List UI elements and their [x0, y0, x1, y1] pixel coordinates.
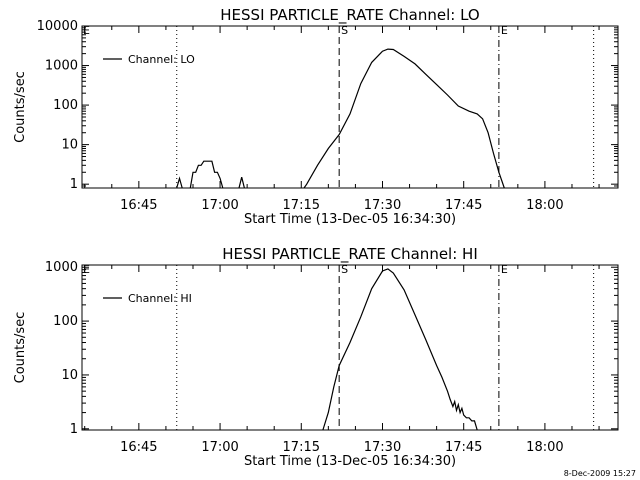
y-tick-label: 1 — [70, 422, 78, 437]
plot-frame — [81, 264, 619, 431]
series-line — [176, 176, 183, 189]
x-tick-label: 18:00 — [526, 198, 563, 213]
series-line — [238, 177, 245, 189]
y-axis-label: Counts/sec — [13, 312, 28, 384]
x-axis-label: Start Time (13-Dec-05 16:34:30) — [244, 212, 456, 227]
x-tick-label: 18:00 — [526, 440, 563, 455]
chart-panel-lo: HESSI PARTICLE_RATE Channel: LO 16:45 17:0… — [13, 6, 619, 227]
chart-title: HESSI PARTICLE_RATE Channel: HI — [222, 245, 478, 264]
x-axis-label: Start Time (13-Dec-05 16:34:30) — [244, 454, 456, 469]
y-tick-label: 10 — [61, 368, 78, 383]
x-tick-label: 17:15 — [283, 198, 320, 213]
y-tick-label: 10 — [61, 138, 78, 153]
plot-frame — [81, 25, 619, 189]
x-tick-label: 16:45 — [120, 440, 157, 455]
x-tick-label: 17:45 — [445, 198, 482, 213]
legend-label: Channel: HI — [128, 292, 192, 305]
y-tick-label: 1 — [70, 177, 78, 192]
event-marker-label: S — [341, 24, 348, 37]
legend-label: Channel: LO — [128, 53, 195, 66]
series-line — [189, 160, 224, 189]
y-axis-label: Counts/sec — [13, 71, 28, 143]
x-tick-label: 17:15 — [283, 440, 320, 455]
x-tick-label: 17:30 — [364, 440, 401, 455]
series-line — [303, 48, 505, 189]
chart-panel-hi: HESSI PARTICLE_RATE Channel: HI 16:45 17:0… — [13, 245, 619, 469]
y-tick-label: 10000 — [37, 19, 78, 34]
event-marker-label: E — [83, 263, 90, 276]
footer-timestamp: 8-Dec-2009 15:27 — [564, 469, 636, 478]
y-tick-label: 1000 — [45, 260, 78, 275]
series-line — [322, 268, 478, 431]
event-marker-label: E — [501, 263, 508, 276]
x-tick-label: 16:45 — [120, 198, 157, 213]
event-marker-label: E — [501, 24, 508, 37]
x-tick-label: 17:30 — [364, 198, 401, 213]
y-tick-label: 100 — [53, 98, 78, 113]
x-tick-label: 17:00 — [201, 198, 238, 213]
x-tick-label: 17:45 — [445, 440, 482, 455]
event-marker-label: E — [83, 24, 90, 37]
event-marker-label: S — [341, 263, 348, 276]
x-tick-label: 17:00 — [201, 440, 238, 455]
chart-title: HESSI PARTICLE_RATE Channel: LO — [220, 6, 479, 25]
y-tick-label: 100 — [53, 314, 78, 329]
y-tick-label: 1000 — [45, 59, 78, 74]
